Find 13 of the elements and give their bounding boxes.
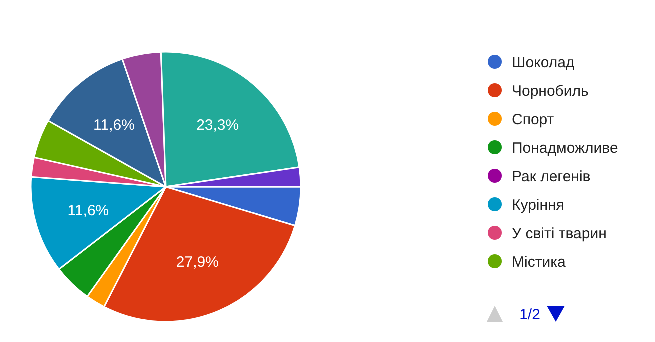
data-label: 23,3%: [196, 117, 240, 134]
legend-label: Містика: [512, 254, 566, 271]
legend-label: Чорнобиль: [512, 82, 590, 100]
legend-label: Спорт: [512, 111, 554, 128]
legend-label: У світі тварин: [512, 225, 607, 242]
legend-label: Понадможливе: [512, 140, 618, 157]
data-label: 27,9%: [176, 254, 219, 271]
data-label: 11,6%: [68, 202, 110, 220]
legend-label: Рак легенів: [512, 168, 591, 186]
text: 1/2: [520, 306, 540, 324]
data-label: 11,6%: [94, 116, 135, 134]
legend-label: Шоколад: [512, 54, 575, 72]
legend-label: Куріння: [512, 196, 564, 214]
